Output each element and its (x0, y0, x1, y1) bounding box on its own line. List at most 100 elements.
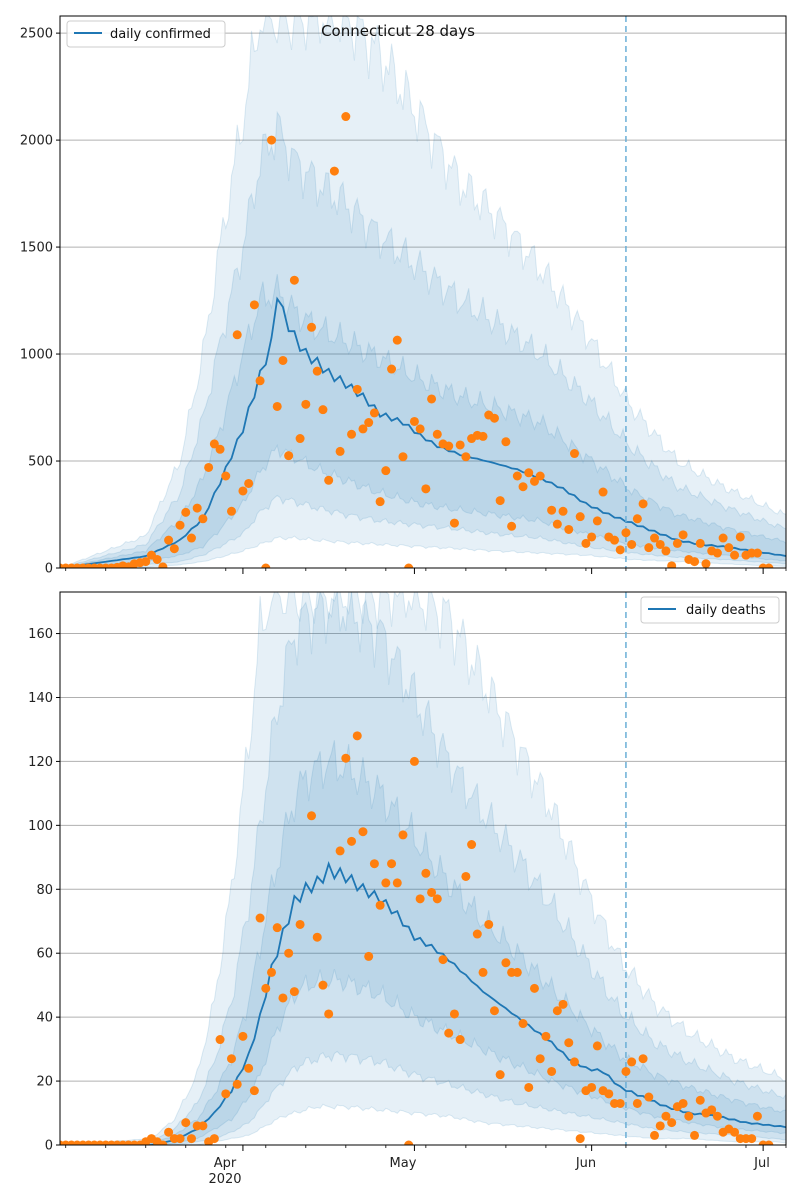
data-point (569, 1057, 579, 1067)
data-point (747, 1134, 757, 1144)
data-point (318, 405, 328, 415)
data-point (369, 859, 379, 869)
data-point (215, 444, 225, 454)
data-point (587, 1082, 597, 1092)
data-point (324, 475, 334, 485)
data-point (684, 1111, 694, 1121)
data-point (518, 1019, 528, 1029)
data-point (255, 913, 265, 923)
data-point (318, 980, 328, 990)
data-point (667, 561, 677, 568)
data-point (238, 1031, 248, 1041)
data-point (438, 955, 448, 965)
data-point (347, 429, 357, 439)
data-point (735, 532, 745, 542)
data-point (558, 506, 568, 516)
data-point (215, 1035, 225, 1045)
data-point (478, 967, 488, 977)
data-point (278, 993, 288, 1003)
data-point (335, 846, 345, 856)
data-point (307, 811, 317, 821)
data-point (221, 1089, 231, 1099)
data-point (489, 1006, 499, 1016)
data-point (255, 376, 265, 386)
data-point (295, 919, 305, 929)
data-point (244, 1063, 254, 1073)
data-point (261, 983, 271, 993)
data-point (472, 929, 482, 939)
data-point (707, 1105, 717, 1115)
x-tick-label: Jul (753, 1156, 770, 1171)
data-point (632, 514, 642, 524)
axes-frame (59, 591, 787, 1146)
data-point (752, 1111, 762, 1121)
data-point (267, 967, 277, 977)
data-point (655, 1121, 665, 1131)
data-point (695, 1095, 705, 1105)
data-point (587, 532, 597, 542)
data-point (558, 999, 568, 1009)
data-point (381, 466, 391, 476)
data-point (598, 487, 608, 497)
data-point (341, 753, 351, 763)
data-point (444, 1028, 454, 1038)
data-point (432, 894, 442, 904)
data-point (495, 496, 505, 506)
y-tick-label: 40 (36, 1011, 53, 1026)
axes-frame (59, 15, 787, 569)
confirmed-panel: 0 500 1000 1500 2000 2500 (20, 15, 787, 577)
legend-label-confirmed: daily confirmed (110, 27, 211, 42)
chart-title: Connecticut 28 days (321, 22, 475, 40)
legend-box (640, 596, 780, 624)
data-point (141, 557, 151, 567)
data-point (198, 1121, 208, 1131)
data-point (501, 958, 511, 968)
data-point (712, 548, 722, 558)
data-point (489, 413, 499, 423)
model-line (60, 296, 786, 568)
data-point (181, 507, 191, 517)
data-point (644, 543, 654, 553)
data-point (387, 364, 397, 374)
data-point (335, 446, 345, 456)
data-point (261, 563, 271, 568)
data-point (501, 437, 511, 447)
deaths-panel: 0 20 40 60 80 100 120 140 160 (28, 591, 787, 1154)
data-point (638, 499, 648, 509)
data-point (164, 535, 174, 545)
data-point (289, 987, 299, 997)
data-point (186, 1134, 196, 1144)
data-point (712, 1111, 722, 1121)
y-tick-label: 80 (36, 883, 53, 898)
uncertainty-band (60, 592, 786, 1145)
data-point (615, 1098, 625, 1108)
data-point (175, 520, 185, 530)
data-point (569, 449, 579, 459)
data-point (312, 366, 322, 376)
data-point (512, 967, 522, 977)
data-point (627, 1057, 637, 1067)
data-point (409, 756, 419, 766)
data-point (427, 887, 437, 897)
data-point (484, 919, 494, 929)
data-point (529, 476, 539, 486)
data-point (455, 1035, 465, 1045)
data-point (690, 557, 700, 567)
data-point (495, 1070, 505, 1080)
data-point (678, 1098, 688, 1108)
data-point (552, 1006, 562, 1016)
data-point (209, 439, 219, 449)
data-point (672, 538, 682, 548)
data-point (524, 468, 534, 478)
y-tick-label: 0 (45, 1139, 53, 1154)
data-point (409, 416, 419, 426)
data-point (375, 497, 385, 507)
data-point (284, 451, 294, 461)
data-point (638, 1054, 648, 1064)
plot-area (60, 592, 786, 1145)
data-point (398, 452, 408, 462)
data-point (244, 478, 254, 488)
y-tick-label: 2000 (20, 134, 53, 149)
data-point (695, 538, 705, 548)
data-point (724, 543, 734, 553)
